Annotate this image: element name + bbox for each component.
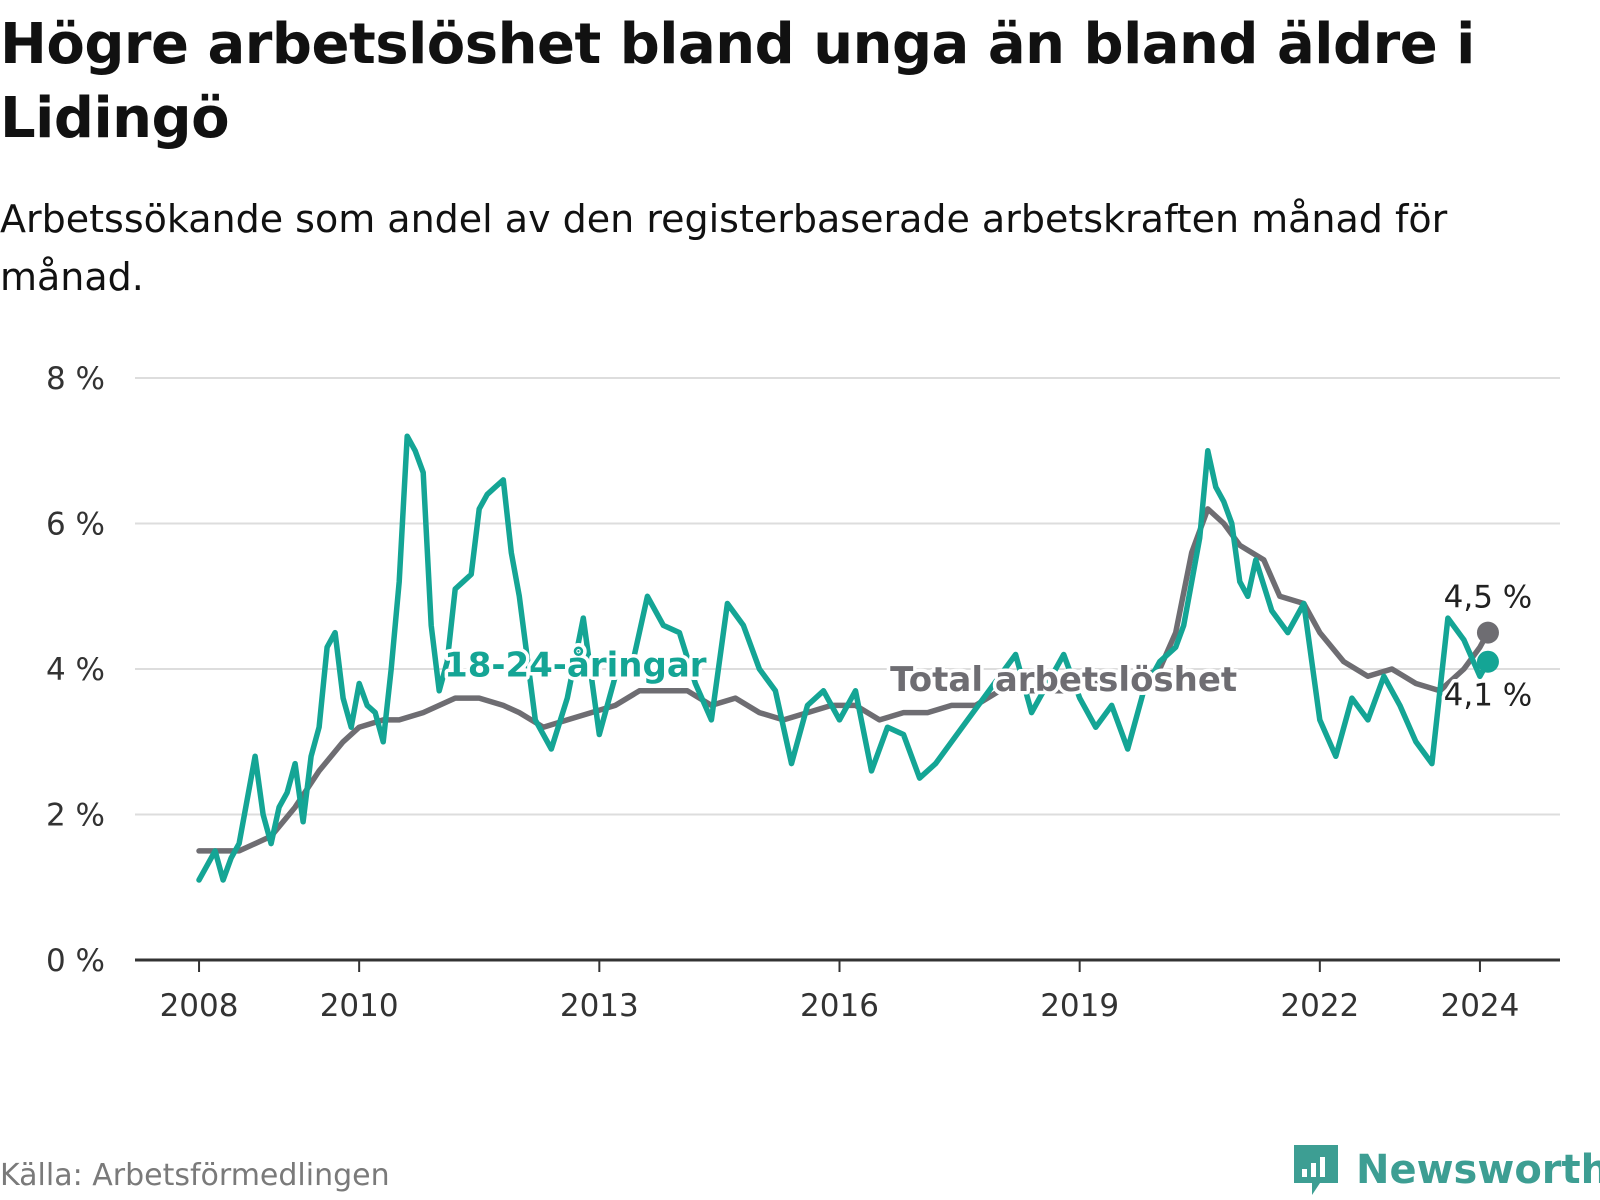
y-tick-label: 4 % [46,652,105,688]
series-line-total [196,506,1491,854]
end-label-youth: 4,1 % [1444,678,1533,714]
brand-name: Newsworthy [1356,1147,1600,1193]
x-tick-label: 2024 [1440,988,1519,1024]
series-lines [196,433,1499,883]
x-tick-label: 2019 [1040,988,1119,1024]
page-subtitle: Arbetssökande som andel av den registerb… [0,197,1448,299]
end-dot-total [1476,621,1499,644]
y-axis-tick-labels: 0 % 2 % 4 % 6 % 8 % [46,361,105,979]
x-tick-label: 2010 [320,988,399,1024]
newsworthy-logo-icon [1294,1145,1338,1195]
end-label-total: 4,5 % [1444,580,1533,616]
x-tick-label: 2013 [560,988,639,1024]
y-tick-label: 8 % [46,361,105,397]
x-tick-label: 2008 [160,988,239,1024]
y-tick-label: 2 % [46,798,105,834]
source-note: Källa: Arbetsförmedlingen [0,1158,390,1193]
x-tick-label: 2022 [1280,988,1359,1024]
page-title: Högre arbetslöshet bland unga än bland ä… [0,12,1475,151]
y-tick-label: 6 % [46,507,105,543]
gridlines [135,377,1560,816]
x-tick-label: 2016 [800,988,879,1024]
series-label-total: Total arbetslöshet [890,660,1237,700]
series-line-youth [196,433,1491,883]
series-label-youth: 18-24-åringar [444,645,707,685]
y-tick-label: 0 % [46,943,105,979]
brand-logo[interactable]: Newsworthy [1290,1140,1600,1200]
x-axis: 2008 2010 2013 2016 2019 2022 2024 [135,958,1560,1024]
end-dot-youth [1476,650,1499,673]
series-labels: 18-24-åringar Total arbetslöshet 4,5 % 4,1 … [441,576,1536,717]
